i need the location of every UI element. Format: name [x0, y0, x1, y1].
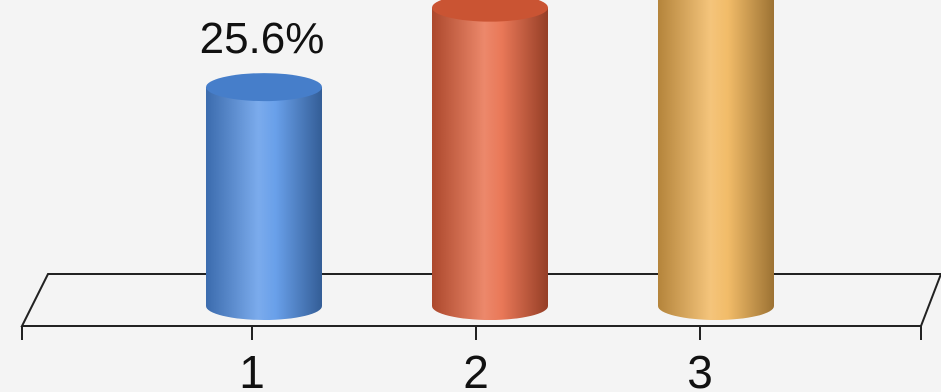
bar-2 [432, 0, 548, 320]
bar-1 [206, 73, 322, 320]
bar-3 [658, 0, 774, 320]
bars [206, 0, 774, 320]
bar-body-1 [206, 87, 322, 320]
bar-body-2 [432, 7, 548, 320]
x-axis-labels: 1 2 3 [239, 346, 713, 392]
x-axis-ticks [21, 326, 922, 340]
x-tick-label-2: 2 [463, 346, 489, 392]
x-tick-label-3: 3 [687, 346, 713, 392]
bar-top-2 [432, 0, 548, 22]
data-label-1: 25.6% [200, 14, 325, 63]
x-tick-label-1: 1 [239, 346, 265, 392]
bar-top-1 [206, 73, 322, 102]
data-labels: 25.6%34.9%39.5% [200, 14, 325, 63]
bar-body-3 [658, 0, 774, 320]
